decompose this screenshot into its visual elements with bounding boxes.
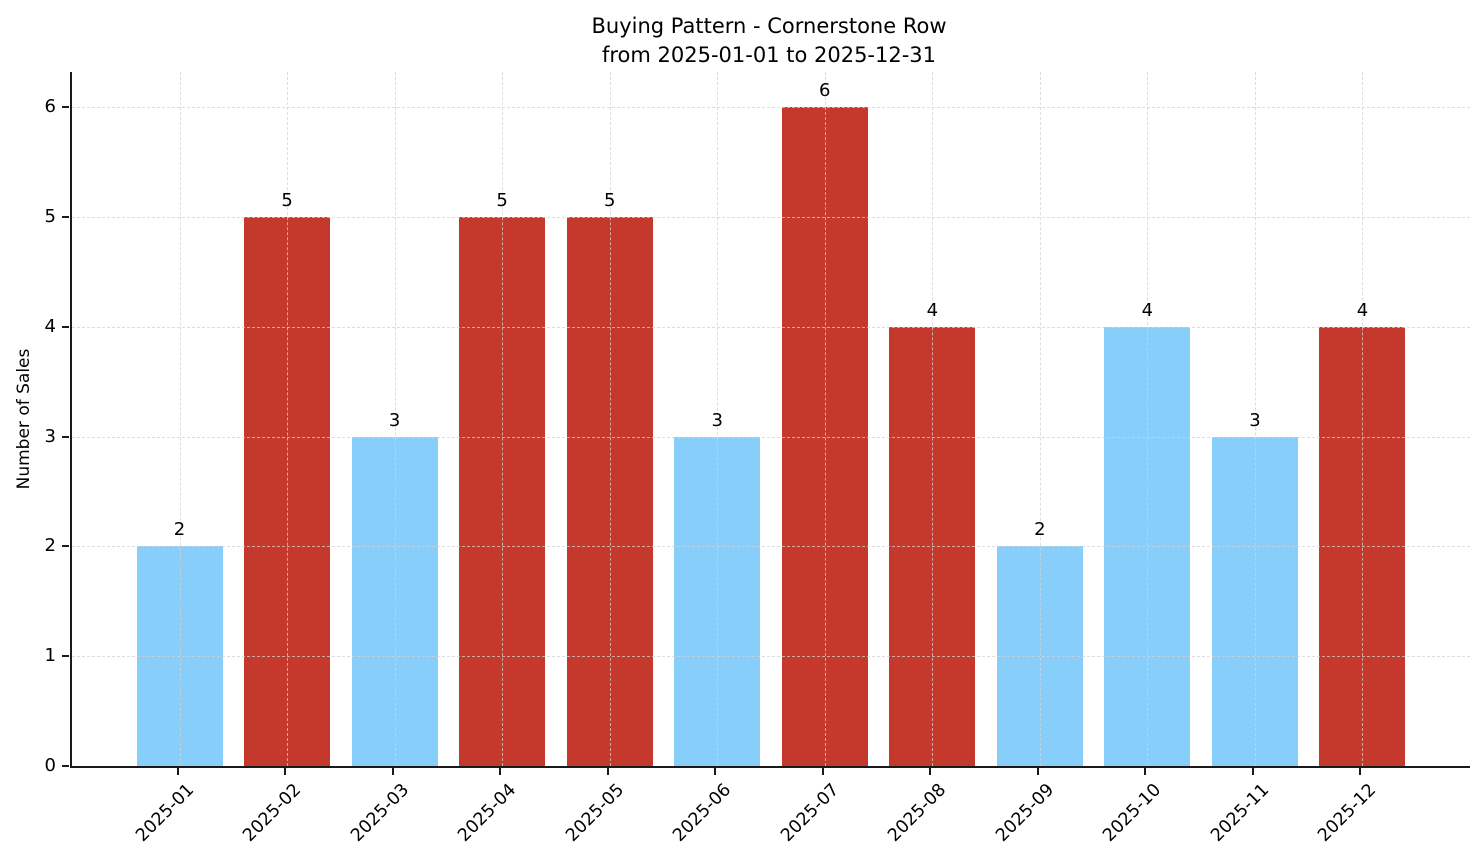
chart-title: Buying Pattern - Cornerstone Row from 20… — [70, 12, 1468, 70]
bar-2025-05 — [566, 216, 653, 766]
bar-2025-01 — [136, 546, 223, 766]
bar-value-label-2025-09: 2 — [1034, 519, 1046, 541]
bar-2025-02 — [244, 216, 331, 766]
y-tick-label-0: 0 — [44, 755, 56, 776]
y-tick-mark-0 — [62, 765, 69, 767]
bar-2025-07 — [781, 107, 868, 766]
h-gridline-6 — [72, 107, 1470, 109]
x-tick-label-2025-07: 2025-07 — [777, 780, 843, 846]
y-tick-mark-5 — [62, 215, 69, 218]
bar-2025-11 — [1211, 436, 1298, 766]
y-tick-mark-3 — [62, 435, 69, 438]
x-tick-label-2025-01: 2025-01 — [131, 780, 198, 846]
bar-2025-04 — [459, 216, 546, 766]
x-tick-mark-2025-12 — [1359, 768, 1362, 775]
x-tick-label-2025-04: 2025-04 — [454, 780, 521, 846]
bar-2025-09 — [996, 546, 1083, 766]
x-tick-mark-2025-11 — [1251, 768, 1254, 775]
x-tick-label-2025-12: 2025-12 — [1314, 780, 1381, 846]
x-tick-label-2025-02: 2025-02 — [239, 780, 306, 846]
bar-value-label-2025-01: 2 — [173, 519, 186, 541]
bar-value-label-2025-11: 3 — [1249, 409, 1261, 431]
x-tick-label-2025-10: 2025-10 — [1099, 780, 1166, 846]
bar-value-label-2025-08: 4 — [926, 299, 939, 321]
x-tick-mark-2025-02 — [284, 768, 287, 775]
x-tick-mark-2025-08 — [929, 768, 932, 775]
bar-value-label-2025-04: 5 — [496, 189, 508, 211]
bar-value-label-2025-07: 6 — [819, 80, 831, 102]
y-tick-mark-4 — [62, 325, 69, 328]
y-tick-mark-2 — [62, 545, 69, 548]
x-tick-mark-2025-05 — [606, 768, 609, 775]
bar-2025-08 — [889, 326, 976, 766]
bar-value-label-2025-10: 4 — [1141, 299, 1154, 321]
y-tick-label-1: 1 — [44, 645, 56, 667]
y-axis-label: Number of Sales — [14, 348, 34, 490]
chart-title-line-1: Buying Pattern - Cornerstone Row — [591, 14, 947, 38]
bar-2025-10 — [1104, 326, 1191, 766]
bar-value-label-2025-02: 5 — [281, 189, 293, 211]
bar-2025-12 — [1319, 326, 1406, 766]
x-tick-mark-2025-09 — [1036, 768, 1039, 775]
bar-value-label-2025-12: 4 — [1356, 299, 1369, 321]
bar-value-label-2025-03: 3 — [388, 409, 401, 431]
y-tick-label-4: 4 — [44, 315, 56, 337]
x-tick-mark-2025-04 — [499, 768, 502, 775]
bar-2025-06 — [674, 436, 761, 766]
bar-2025-03 — [351, 436, 438, 766]
x-tick-mark-2025-10 — [1144, 768, 1147, 775]
chart-title-line-2: from 2025-01-01 to 2025-12-31 — [601, 43, 937, 67]
y-tick-label-3: 3 — [44, 425, 56, 447]
y-tick-label-6: 6 — [44, 96, 56, 118]
y-tick-mark-1 — [62, 655, 69, 658]
bar-value-label-2025-06: 3 — [711, 409, 723, 431]
x-tick-mark-2025-06 — [714, 768, 717, 775]
plot-area: 2 5 3 5 5 3 6 4 2 4 3 4 — [70, 72, 1470, 768]
y-tick-label-5: 5 — [44, 205, 56, 227]
x-tick-mark-2025-03 — [391, 768, 394, 775]
x-tick-label-2025-08: 2025-08 — [884, 780, 951, 846]
bar-value-label-2025-05: 5 — [603, 189, 616, 211]
x-tick-label-2025-05: 2025-05 — [561, 780, 628, 846]
x-tick-label-2025-03: 2025-03 — [346, 780, 413, 846]
x-tick-mark-2025-07 — [821, 768, 824, 775]
x-tick-label-2025-11: 2025-11 — [1207, 780, 1274, 846]
y-tick-label-2: 2 — [44, 535, 56, 557]
x-tick-label-2025-09: 2025-09 — [992, 780, 1058, 846]
x-tick-label-2025-06: 2025-06 — [669, 780, 736, 846]
x-tick-mark-2025-01 — [176, 768, 179, 775]
y-tick-mark-6 — [62, 106, 69, 109]
